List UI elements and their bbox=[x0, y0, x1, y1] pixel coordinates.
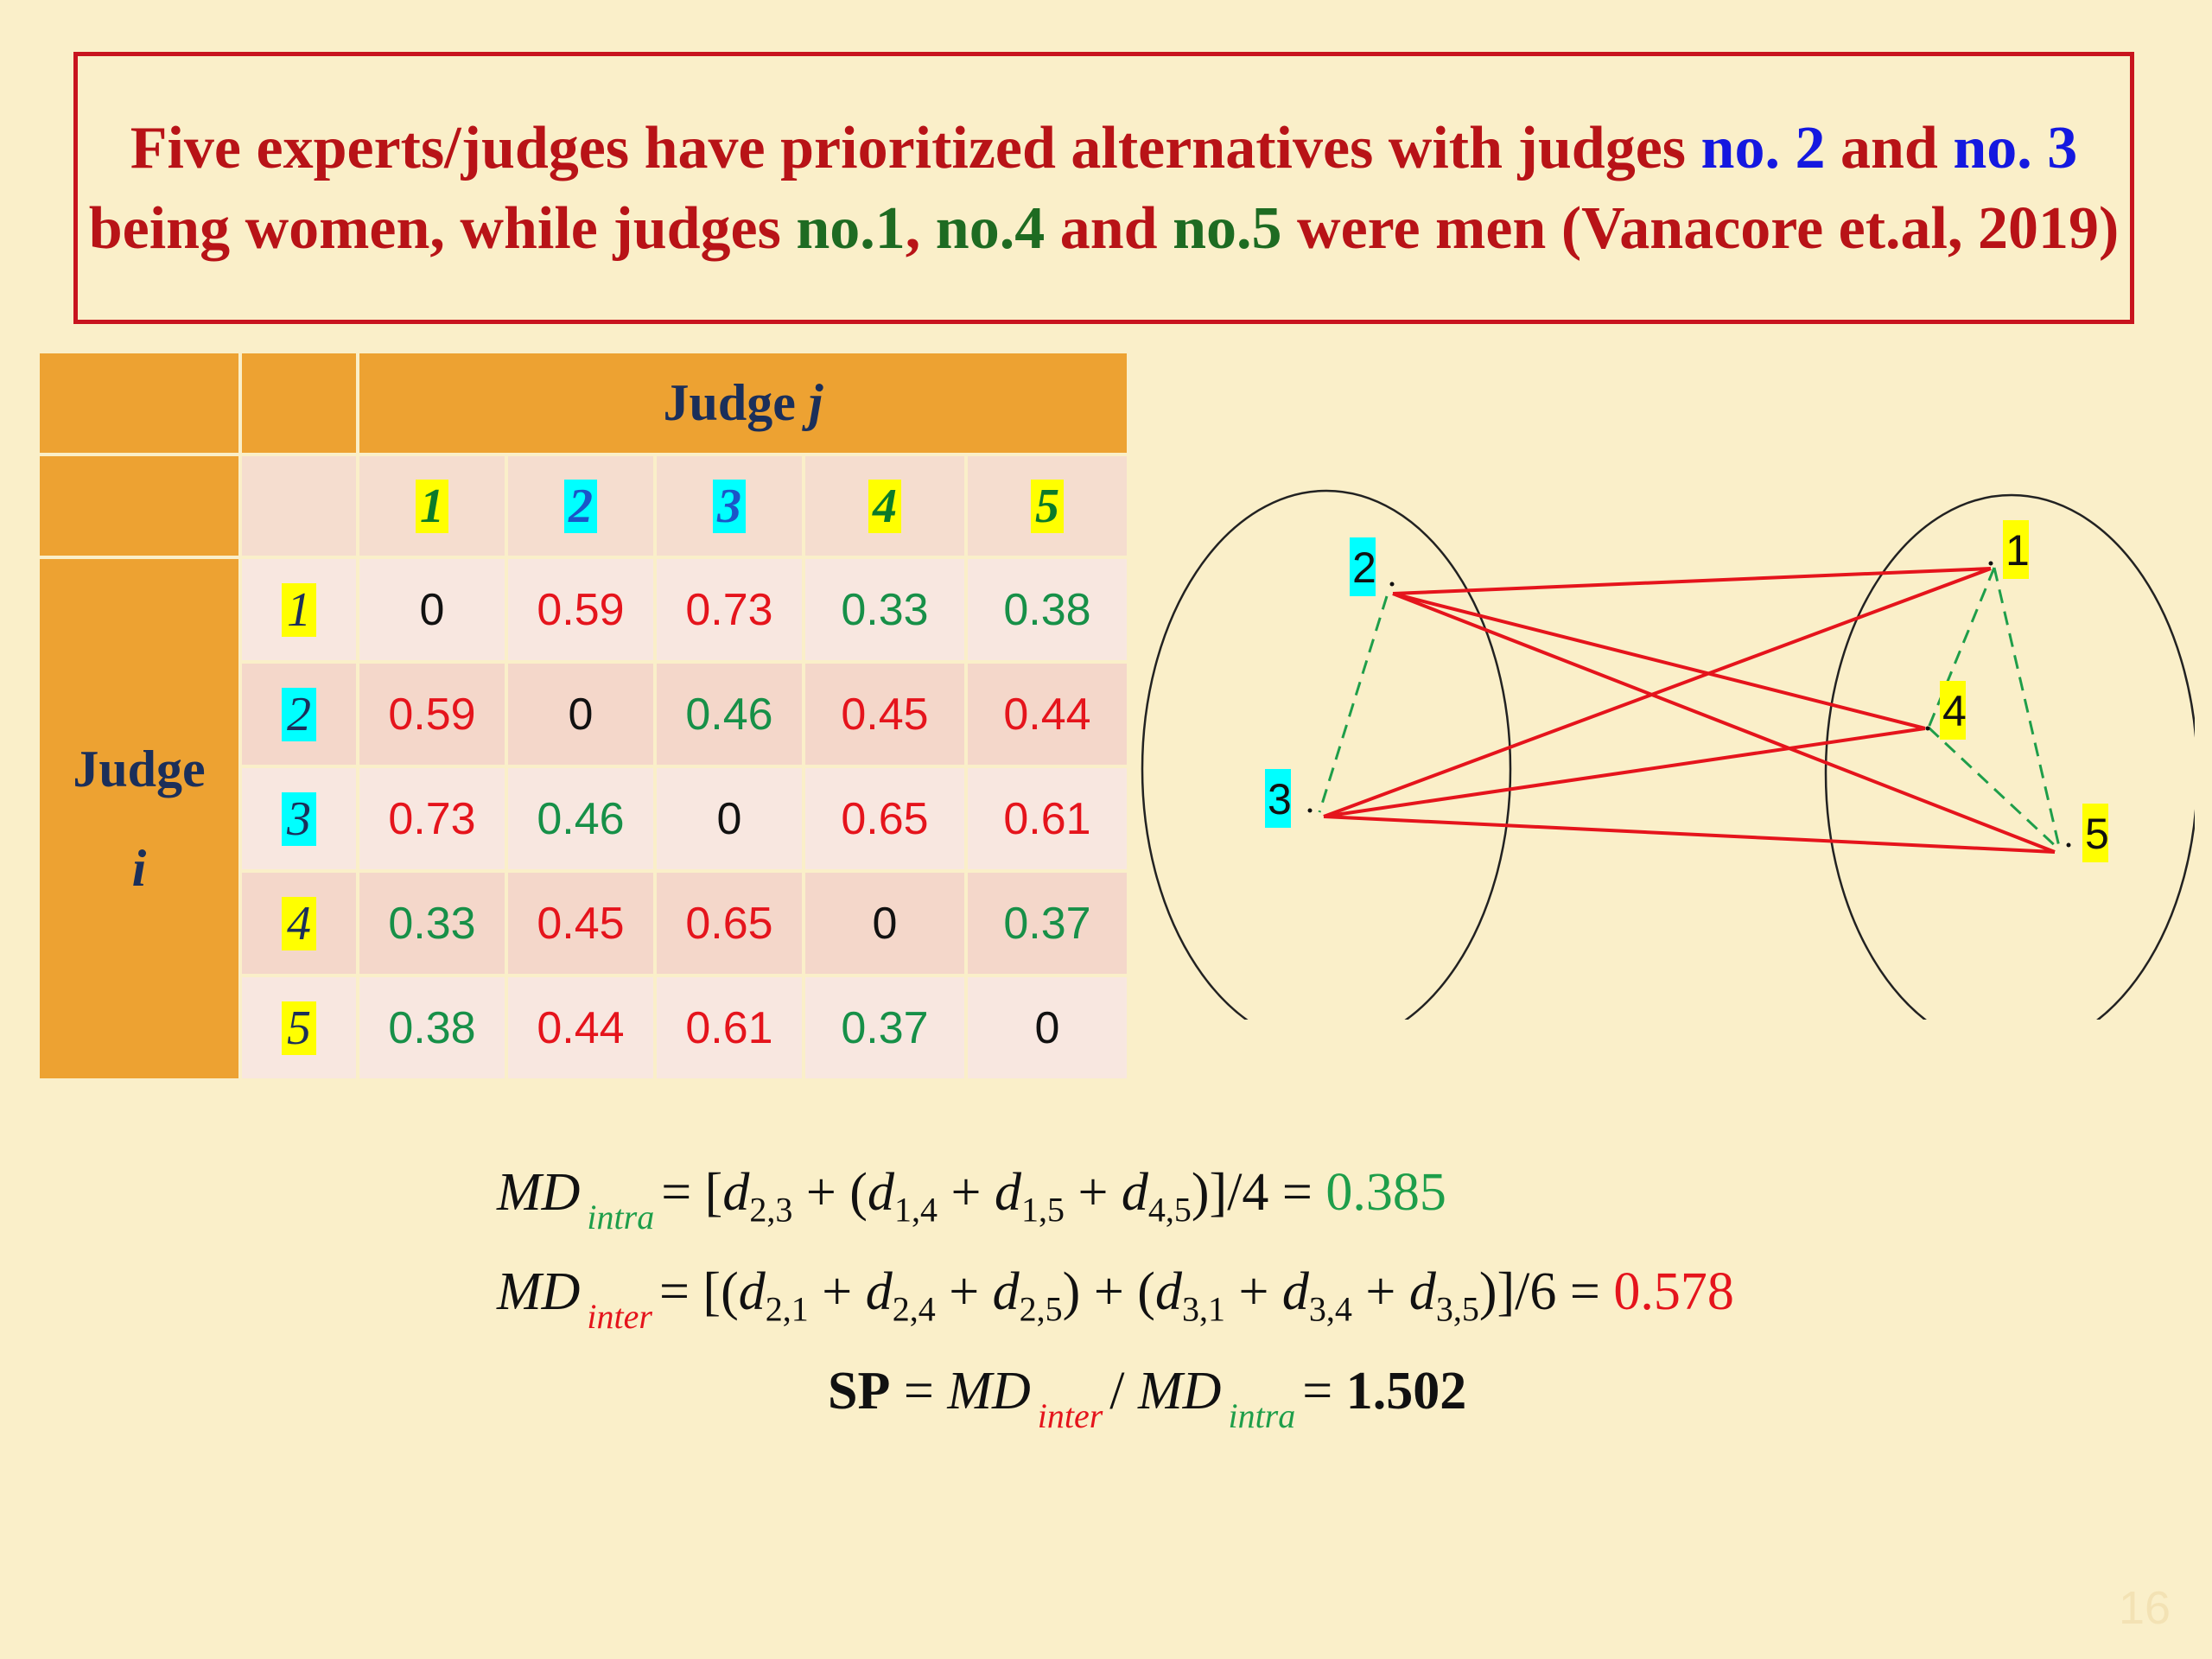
table-cell: 0.65 bbox=[657, 873, 802, 974]
table-cell: 0.61 bbox=[657, 977, 802, 1078]
table-cell: 0.61 bbox=[968, 768, 1127, 869]
title-judge-1: no.1 bbox=[796, 194, 906, 262]
table-cell: 0.45 bbox=[805, 664, 964, 765]
node-5: 5 bbox=[2066, 804, 2109, 862]
table-cell: 0.46 bbox=[657, 664, 802, 765]
table-cell: 0 bbox=[805, 873, 964, 974]
col-header-4: 4 bbox=[868, 479, 901, 533]
svg-text:4: 4 bbox=[1942, 687, 1967, 735]
table-cell: 0.73 bbox=[657, 559, 802, 660]
node-4: 4 bbox=[1925, 681, 1967, 740]
col-header-1: 1 bbox=[416, 479, 448, 533]
table-header-row-1: Judge j bbox=[40, 353, 1127, 453]
table-cell: 0.44 bbox=[968, 664, 1127, 765]
svg-text:2: 2 bbox=[1352, 543, 1376, 592]
title-judge-5: no.5 bbox=[1173, 194, 1282, 262]
table-cell: 0.59 bbox=[508, 559, 653, 660]
edge-2-4 bbox=[1392, 592, 1926, 730]
table-cell: 0.37 bbox=[968, 873, 1127, 974]
edge-3-1 bbox=[1323, 567, 1992, 818]
col-header-2: 2 bbox=[564, 479, 597, 533]
table-cell: 0 bbox=[968, 977, 1127, 1078]
col-group-header: Judge j bbox=[359, 353, 1127, 453]
title-judge-4: no.4 bbox=[935, 194, 1046, 262]
table-cell: 0.46 bbox=[508, 768, 653, 869]
edge-4-5 bbox=[1927, 726, 2062, 852]
corner-cell bbox=[40, 456, 238, 556]
table-cell: 0.44 bbox=[508, 977, 653, 1078]
inter-edges bbox=[1323, 567, 2056, 854]
table-cell: 0.33 bbox=[359, 873, 505, 974]
md-inter-result: 0.578 bbox=[1613, 1262, 1734, 1321]
page-number: 16 bbox=[2119, 1582, 2171, 1634]
svg-text:3: 3 bbox=[1268, 775, 1292, 823]
edge-2-3 bbox=[1318, 595, 1389, 813]
intra-edges bbox=[1318, 567, 2062, 852]
edge-1-5 bbox=[1993, 567, 2062, 851]
row-group-header: Judge i bbox=[40, 559, 238, 1078]
edge-2-1 bbox=[1392, 567, 1992, 595]
sp-formula: SP = MD inter / MD intra = 1.502 bbox=[828, 1362, 1467, 1435]
table-cell: 0 bbox=[657, 768, 802, 869]
edge-1-4 bbox=[1927, 567, 1996, 728]
title-judge-2: no. 2 bbox=[1700, 114, 1826, 181]
title-box: Five experts/judges have prioritized alt… bbox=[73, 52, 2134, 324]
corner-cell bbox=[242, 456, 356, 556]
table-row: 4 0.33 0.45 0.65 0 0.37 bbox=[40, 873, 1127, 974]
slide-title: Five experts/judges have prioritized alt… bbox=[88, 114, 2120, 262]
table-cell: 0.45 bbox=[508, 873, 653, 974]
table-cell: 0 bbox=[508, 664, 653, 765]
svg-text:1: 1 bbox=[2005, 526, 2030, 575]
judge-clusters-diagram: 2 3 1 4 5 bbox=[1141, 489, 2195, 1020]
md-inter-formula: MD inter = [(d2,1 + d2,4 + d2,5) + (d3,1 +… bbox=[497, 1262, 1734, 1336]
table-row: 2 0.59 0 0.46 0.45 0.44 bbox=[40, 664, 1127, 765]
corner-cell bbox=[40, 353, 238, 453]
table-cell: 0.73 bbox=[359, 768, 505, 869]
table-cell: 0 bbox=[359, 559, 505, 660]
edge-2-5 bbox=[1392, 592, 2056, 854]
node-3: 3 bbox=[1265, 769, 1313, 828]
table-cell: 0.65 bbox=[805, 768, 964, 869]
edge-3-4 bbox=[1323, 727, 1926, 818]
corner-cell bbox=[242, 353, 356, 453]
title-judge-3: no. 3 bbox=[1953, 114, 2078, 181]
node-2: 2 bbox=[1350, 537, 1395, 596]
distance-matrix-table: Judge j 1 2 3 4 5 Judge i 1 0 0.59 0.73 … bbox=[36, 350, 1130, 1082]
table-cell: 0.38 bbox=[968, 559, 1127, 660]
col-header-3: 3 bbox=[713, 479, 746, 533]
table-cell: 0.37 bbox=[805, 977, 964, 1078]
sp-result: 1.502 bbox=[1345, 1362, 1467, 1421]
svg-text:5: 5 bbox=[2085, 810, 2109, 858]
table-header-row-2: 1 2 3 4 5 bbox=[40, 456, 1127, 556]
table-cell: 0.38 bbox=[359, 977, 505, 1078]
table-cell: 0.59 bbox=[359, 664, 505, 765]
md-intra-result: 0.385 bbox=[1325, 1163, 1446, 1222]
women-cluster-ellipse bbox=[1141, 489, 1512, 1020]
md-intra-formula: MD intra = [d2,3 + (d1,4 + d1,5 + d4,5)]/4… bbox=[497, 1163, 1446, 1236]
table-row: 5 0.38 0.44 0.61 0.37 0 bbox=[40, 977, 1127, 1078]
men-cluster-ellipse bbox=[1824, 493, 2195, 1020]
col-header-5: 5 bbox=[1031, 479, 1064, 533]
row-header-2: 2 bbox=[282, 687, 316, 741]
table-row: 3 0.73 0.46 0 0.65 0.61 bbox=[40, 768, 1127, 869]
row-header-5: 5 bbox=[282, 1001, 316, 1055]
row-header-1: 1 bbox=[282, 582, 316, 637]
node-1: 1 bbox=[1988, 520, 2030, 579]
row-header-4: 4 bbox=[282, 896, 316, 950]
row-header-3: 3 bbox=[282, 791, 316, 846]
table-cell: 0.33 bbox=[805, 559, 964, 660]
table-row: Judge i 1 0 0.59 0.73 0.33 0.38 bbox=[40, 559, 1127, 1078]
edge-3-5 bbox=[1323, 815, 2056, 854]
